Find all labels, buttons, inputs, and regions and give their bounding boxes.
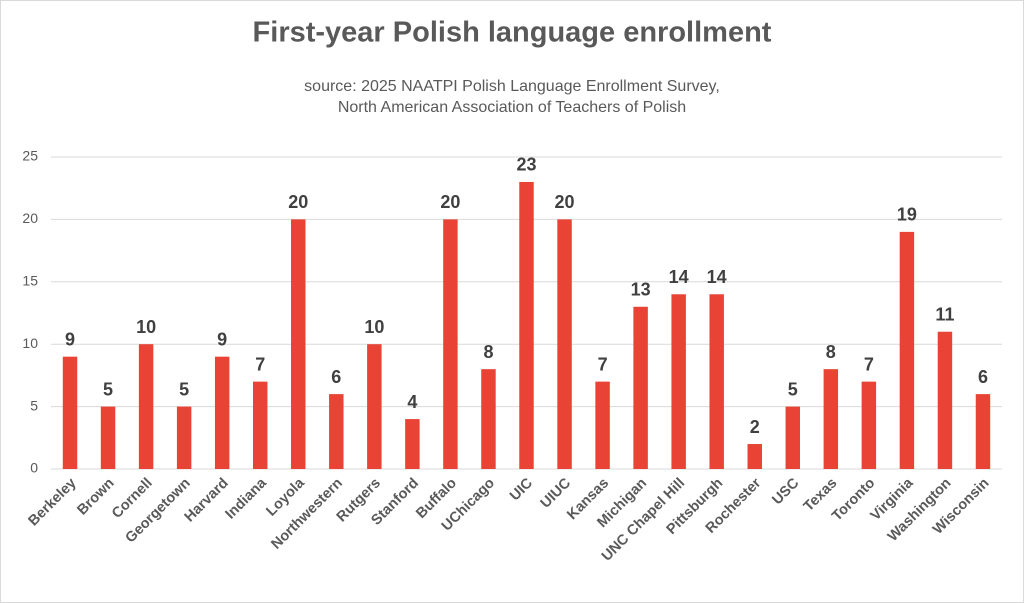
value-label: 2	[750, 417, 760, 437]
bar	[785, 406, 801, 469]
bar	[823, 369, 839, 469]
bar	[671, 294, 686, 469]
y-tick-label: 10	[22, 335, 38, 351]
bar	[899, 231, 915, 469]
value-label: 5	[179, 379, 189, 399]
bar	[937, 331, 953, 469]
y-tick-label: 5	[30, 397, 38, 413]
bar	[443, 219, 458, 469]
value-label: 4	[407, 392, 417, 412]
bar	[861, 381, 877, 469]
value-label: 23	[516, 155, 536, 175]
value-label: 5	[103, 379, 113, 399]
value-label: 8	[826, 342, 836, 362]
value-label: 6	[331, 367, 341, 387]
value-label: 20	[288, 192, 308, 212]
bar	[709, 294, 724, 469]
value-label: 11	[935, 304, 954, 324]
value-label: 7	[255, 354, 265, 374]
value-label: 7	[598, 354, 608, 374]
bar	[176, 406, 192, 469]
value-label: 19	[897, 205, 917, 225]
value-label: 10	[136, 317, 156, 337]
value-label: 8	[483, 342, 493, 362]
bar	[519, 181, 534, 469]
chart-title: First-year Polish language enrollment	[253, 17, 772, 49]
bar	[633, 306, 648, 469]
bar	[100, 406, 116, 469]
bar	[367, 344, 382, 469]
value-label: 14	[669, 267, 689, 287]
bar	[214, 356, 230, 469]
bar	[252, 381, 268, 469]
value-label: 10	[364, 317, 384, 337]
value-label: 14	[707, 267, 727, 287]
bar	[405, 419, 420, 469]
value-label: 20	[440, 192, 460, 212]
bar	[291, 219, 306, 469]
value-label: 9	[65, 329, 75, 349]
value-label: 13	[631, 280, 651, 300]
y-tick-label: 20	[22, 210, 38, 226]
bar	[747, 444, 762, 469]
chart-subtitle: source: 2025 NAATPI Polish Language Enro…	[304, 78, 720, 95]
y-tick-label: 0	[30, 460, 38, 476]
value-label: 5	[788, 379, 798, 399]
chart-subtitle: North American Association of Teachers o…	[338, 99, 686, 116]
value-label: 9	[217, 329, 227, 349]
bar	[481, 369, 496, 469]
bar	[975, 394, 991, 469]
bar	[62, 356, 78, 469]
y-tick-label: 15	[22, 273, 38, 289]
value-label: 6	[978, 367, 988, 387]
value-label: 20	[555, 192, 575, 212]
bar	[138, 344, 154, 469]
bar	[595, 381, 610, 469]
bar	[557, 219, 572, 469]
value-label: 7	[864, 354, 874, 374]
y-tick-label: 25	[22, 148, 38, 164]
bar	[329, 394, 344, 469]
